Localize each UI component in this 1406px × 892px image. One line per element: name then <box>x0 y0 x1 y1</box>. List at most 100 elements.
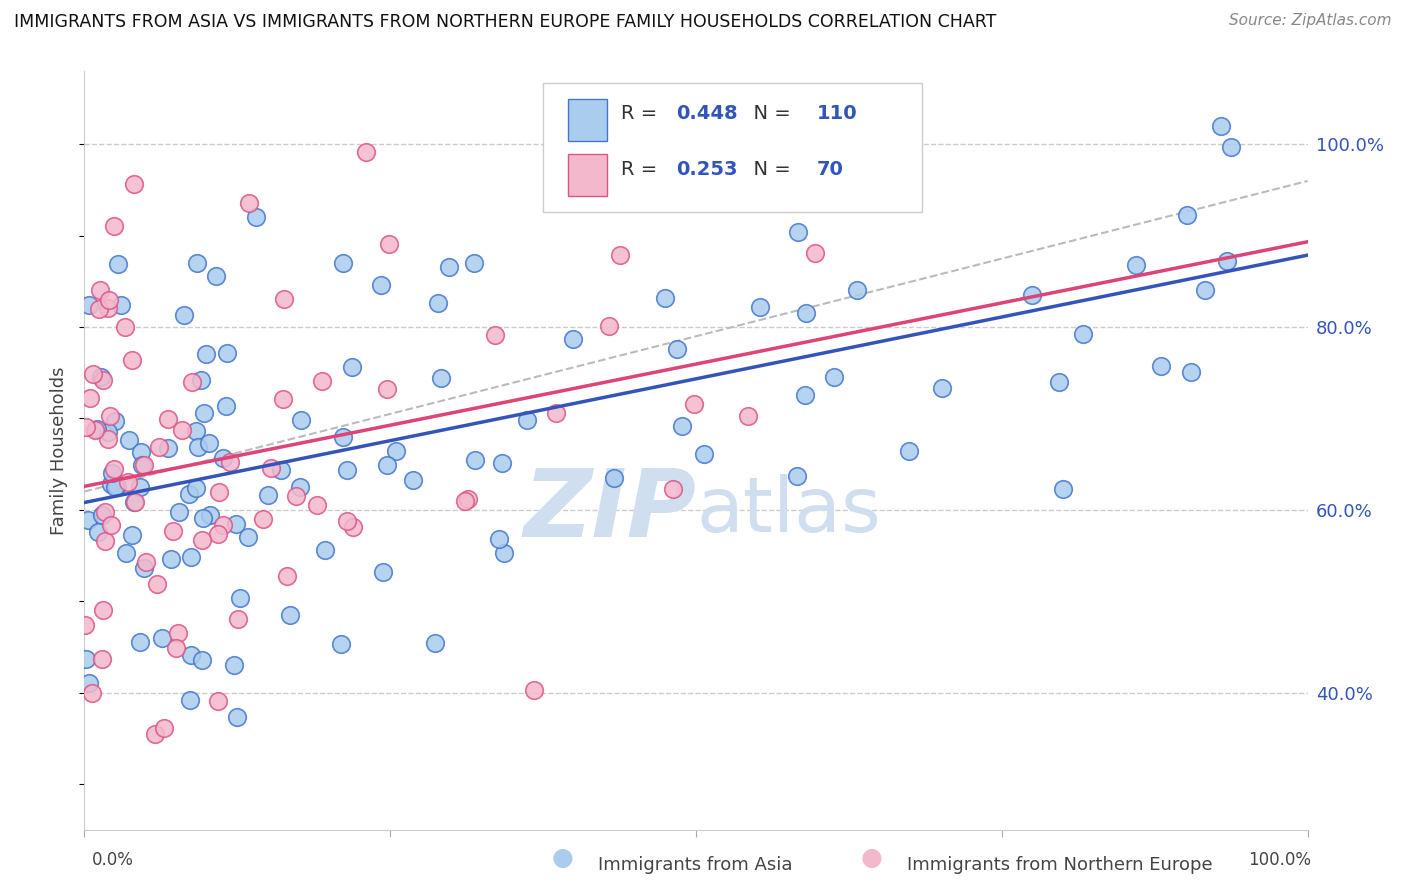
Point <box>288 480 311 494</box>
Point <box>122 495 145 509</box>
Text: 100.0%: 100.0% <box>1249 851 1310 869</box>
Text: ●: ● <box>860 847 883 871</box>
Point <box>98 293 121 307</box>
Point <box>134 561 156 575</box>
Point <box>464 453 486 467</box>
Point <box>110 297 132 311</box>
Point <box>184 424 207 438</box>
Point <box>90 370 112 384</box>
Text: 110: 110 <box>817 103 858 123</box>
Text: R =: R = <box>621 103 664 123</box>
Point <box>212 518 235 533</box>
Point <box>193 406 215 420</box>
Point <box>794 306 817 320</box>
Point <box>131 445 153 459</box>
Point <box>280 607 302 622</box>
Point <box>872 165 894 179</box>
FancyBboxPatch shape <box>568 99 606 141</box>
Point <box>124 178 146 192</box>
Point <box>238 195 260 210</box>
Text: N =: N = <box>741 160 797 178</box>
Point <box>190 652 212 666</box>
Point <box>257 488 280 502</box>
Point <box>187 440 209 454</box>
Point <box>129 634 152 648</box>
Text: 0.0%: 0.0% <box>91 851 134 869</box>
Point <box>181 375 204 389</box>
Point <box>342 520 364 534</box>
Point <box>132 458 155 472</box>
Point <box>1052 482 1074 496</box>
Point <box>245 210 267 224</box>
Point <box>87 524 110 539</box>
Point <box>402 473 425 487</box>
Point <box>84 423 107 437</box>
Point <box>423 636 446 650</box>
Point <box>311 374 333 388</box>
Point <box>146 577 169 591</box>
Point <box>159 551 181 566</box>
Point <box>100 518 122 533</box>
Point <box>167 625 190 640</box>
Point <box>148 440 170 454</box>
Point <box>665 342 688 356</box>
Point <box>77 676 100 690</box>
Point <box>93 505 115 519</box>
Point <box>1180 365 1202 379</box>
Point <box>180 549 202 564</box>
Point <box>370 278 392 293</box>
Point <box>375 458 398 473</box>
Point <box>609 248 631 262</box>
Point <box>104 414 127 428</box>
Y-axis label: Family Households: Family Households <box>51 367 69 534</box>
Point <box>150 631 173 645</box>
Point <box>135 555 157 569</box>
Point <box>823 369 845 384</box>
Point <box>290 412 312 426</box>
Point <box>186 256 208 270</box>
Point <box>693 448 716 462</box>
Point <box>385 443 408 458</box>
Point <box>1194 283 1216 297</box>
Point <box>463 256 485 270</box>
Text: IMMIGRANTS FROM ASIA VS IMMIGRANTS FROM NORTHERN EUROPE FAMILY HOUSEHOLDS CORREL: IMMIGRANTS FROM ASIA VS IMMIGRANTS FROM … <box>14 13 997 31</box>
Point <box>124 495 146 509</box>
Point <box>562 333 585 347</box>
Point <box>207 694 229 708</box>
Point <box>103 219 125 234</box>
Point <box>1125 259 1147 273</box>
Point <box>117 433 139 447</box>
Point <box>117 475 139 489</box>
Text: N =: N = <box>741 103 797 123</box>
Point <box>682 397 704 411</box>
Point <box>793 387 815 401</box>
Point <box>1071 326 1094 341</box>
Text: Source: ZipAtlas.com: Source: ZipAtlas.com <box>1229 13 1392 29</box>
Point <box>749 300 772 314</box>
Point <box>491 457 513 471</box>
Point <box>97 432 120 446</box>
Point <box>75 651 97 665</box>
Point <box>1150 359 1173 374</box>
Point <box>100 476 122 491</box>
Point <box>91 651 114 665</box>
Point <box>194 347 217 361</box>
Point <box>131 458 153 472</box>
Point <box>180 648 202 662</box>
Point <box>1021 287 1043 301</box>
Point <box>114 319 136 334</box>
Point <box>523 683 546 698</box>
Point <box>330 637 353 651</box>
Point <box>1175 208 1198 222</box>
Point <box>191 533 214 547</box>
Point <box>107 257 129 271</box>
Point <box>218 455 240 469</box>
Text: Immigrants from Northern Europe: Immigrants from Northern Europe <box>907 856 1212 874</box>
Point <box>336 462 359 476</box>
Point <box>104 480 127 494</box>
Point <box>488 532 510 546</box>
Point <box>97 301 120 315</box>
Point <box>439 260 461 274</box>
Point <box>207 527 229 541</box>
Point <box>173 308 195 322</box>
